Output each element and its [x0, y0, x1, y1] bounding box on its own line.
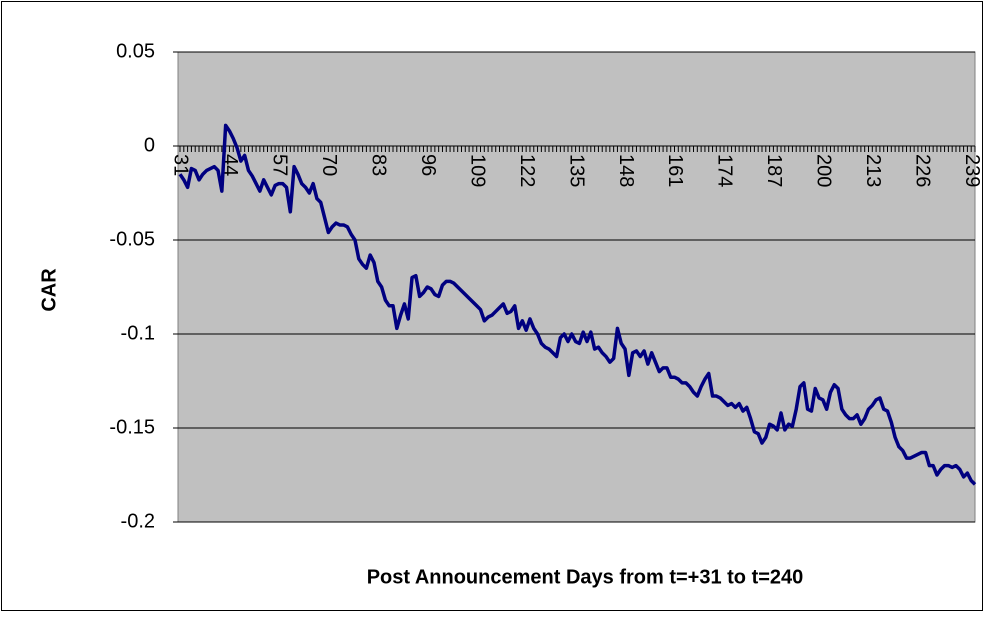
plot-area	[177, 51, 976, 523]
y-tick-label: -0.1	[121, 322, 155, 344]
x-tick-label: 200	[813, 154, 835, 187]
x-tick-label: 239	[961, 154, 983, 187]
y-axis-label: CAR	[38, 268, 60, 312]
y-tick-label: 0	[144, 134, 155, 156]
x-tick-label: 57	[269, 154, 291, 176]
x-tick-label: 96	[417, 154, 439, 176]
x-tick-label: 135	[565, 154, 587, 187]
x-tick-label: 174	[714, 154, 736, 187]
x-tick-label: 213	[862, 154, 884, 187]
x-tick-label: 70	[318, 154, 340, 176]
y-tick-label: -0.05	[109, 228, 155, 250]
x-axis-label: Post Announcement Days from t=+31 to t=2…	[367, 566, 804, 588]
y-tick-label: 0.05	[116, 40, 155, 62]
x-tick-label: 187	[763, 154, 785, 187]
data-line	[178, 123, 977, 486]
x-tick-label: 226	[911, 154, 933, 187]
x-tick-label: 109	[466, 154, 488, 187]
x-tick-label: 148	[615, 154, 637, 187]
y-tick-label: -0.15	[109, 416, 155, 438]
x-tick-label: 122	[516, 154, 538, 187]
x-tick-label: 161	[664, 154, 686, 187]
y-tick-label: -0.2	[121, 510, 155, 532]
x-tick-label: 83	[368, 154, 390, 176]
x-tick-label: 31	[170, 154, 192, 176]
